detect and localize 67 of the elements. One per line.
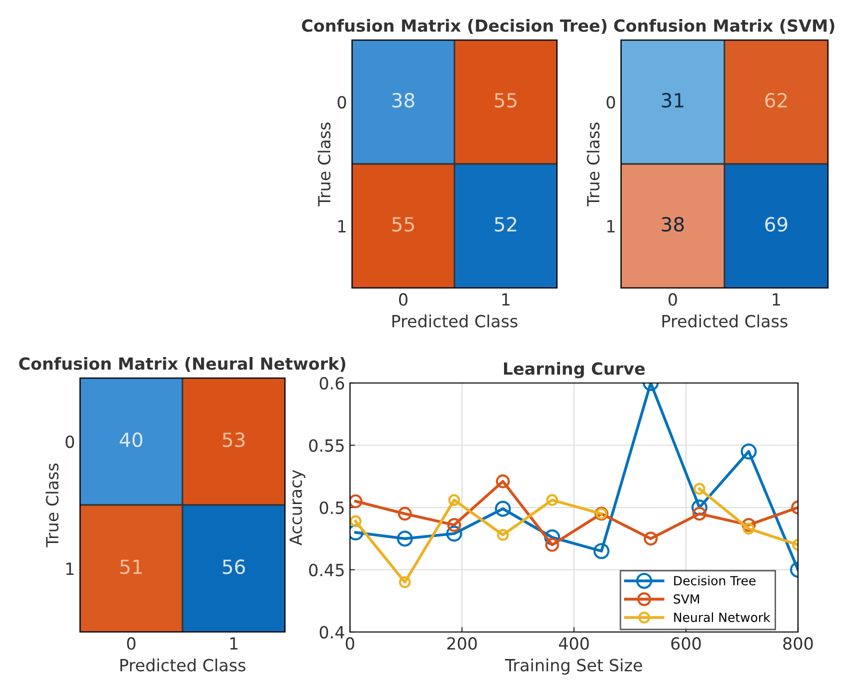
point bbox=[447, 518, 462, 532]
data-label: 52 bbox=[494, 216, 516, 232]
x-tick-label: 200 bbox=[447, 637, 477, 650]
point bbox=[742, 522, 755, 535]
point bbox=[350, 494, 363, 508]
point bbox=[496, 528, 509, 541]
y-tick-label: 0.4 bbox=[320, 626, 344, 639]
point bbox=[396, 530, 413, 547]
chart-title: Learning Curve bbox=[504, 362, 645, 378]
x-tick-label: 1 bbox=[230, 637, 238, 650]
x-tick-label: 1 bbox=[772, 293, 780, 306]
x-tick-label: 600 bbox=[671, 637, 701, 650]
legend-label: Neural Network bbox=[674, 612, 770, 622]
y-tick-label: 0.5 bbox=[320, 501, 344, 514]
data-label: 40 bbox=[120, 432, 142, 448]
point bbox=[398, 506, 412, 521]
point bbox=[691, 500, 708, 516]
point bbox=[740, 443, 757, 460]
point bbox=[446, 526, 462, 542]
chart-title: Confusion Matrix (Decision Tree) bbox=[302, 19, 606, 34]
point bbox=[692, 506, 706, 521]
x-tick-label: 0 bbox=[668, 293, 677, 306]
point bbox=[694, 482, 706, 495]
data-label: 56 bbox=[222, 559, 245, 574]
point bbox=[350, 515, 362, 528]
point bbox=[644, 532, 658, 546]
point bbox=[593, 543, 610, 560]
y-axis-title: True Class bbox=[318, 122, 331, 206]
x-tick-label: 1 bbox=[502, 293, 510, 306]
y-axis-title: Accuracy bbox=[290, 470, 306, 546]
data-label: 31 bbox=[662, 92, 684, 108]
point bbox=[448, 494, 460, 506]
data-label: 62 bbox=[765, 92, 787, 108]
data-label: 51 bbox=[120, 560, 142, 574]
point bbox=[742, 518, 756, 532]
point bbox=[494, 500, 511, 517]
x-tick-label: 400 bbox=[558, 637, 589, 650]
x-tick-label: 800 bbox=[783, 637, 813, 650]
point bbox=[545, 538, 560, 552]
y-tick-label: 0.6 bbox=[320, 376, 344, 390]
data-label: 55 bbox=[494, 93, 516, 108]
y-tick-label: 1 bbox=[338, 220, 346, 232]
point bbox=[546, 494, 558, 506]
chart-title: Confusion Matrix (Neural Network) bbox=[19, 357, 346, 372]
point bbox=[496, 474, 510, 488]
data-label: 38 bbox=[662, 216, 684, 232]
x-tick-label: 0 bbox=[399, 293, 408, 306]
chart-title: Confusion Matrix (SVM) bbox=[614, 19, 834, 34]
x-axis-title: Predicted Class bbox=[392, 314, 518, 328]
x-axis-title: Training Set Size bbox=[504, 658, 642, 675]
point bbox=[398, 576, 411, 588]
y-axis-title: True Class bbox=[586, 122, 600, 206]
x-axis-title: Predicted Class bbox=[662, 314, 788, 328]
data-label: 55 bbox=[392, 217, 414, 232]
x-tick-label: 0 bbox=[127, 637, 136, 650]
y-tick-label: 0.55 bbox=[309, 439, 344, 452]
y-tick-label: 0.45 bbox=[309, 564, 344, 576]
x-axis-title: Predicted Class bbox=[120, 658, 246, 672]
legend-label: SVM bbox=[674, 594, 699, 604]
data-label: 53 bbox=[222, 432, 245, 448]
data-label: 69 bbox=[765, 216, 788, 232]
y-axis-title: True Class bbox=[46, 464, 59, 548]
x-tick-label: 0 bbox=[346, 637, 354, 650]
data-label: 38 bbox=[392, 92, 414, 108]
point bbox=[544, 529, 560, 546]
legend-label: Decision Tree bbox=[674, 576, 756, 586]
y-tick-label: 0 bbox=[338, 96, 346, 109]
